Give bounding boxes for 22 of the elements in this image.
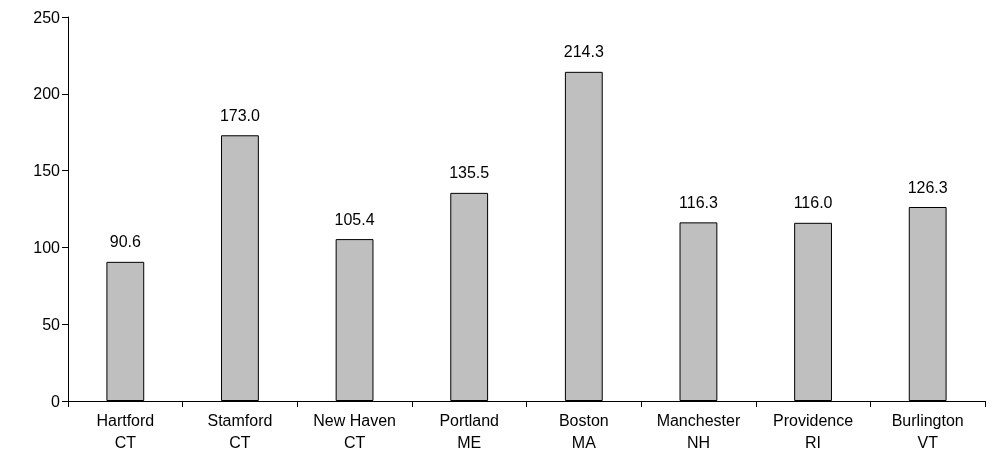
data-label: 116.3 [679, 193, 718, 211]
data-label: 214.3 [563, 43, 604, 61]
x-tick-label: Boston MA [558, 411, 609, 451]
y-tick-label: 100 [33, 238, 61, 256]
y-tick-label: 150 [33, 162, 61, 180]
x-tick-label: Providence RI [773, 411, 854, 451]
x-tick-label: Stamford CT [207, 411, 273, 451]
x-tick-label: Hartford CT [96, 411, 155, 451]
data-label: 135.5 [449, 164, 490, 182]
data-label: 90.6 [109, 233, 141, 251]
data-label: 173.0 [219, 106, 261, 124]
data-label: 105.4 [334, 210, 375, 228]
data-label: 126.3 [907, 178, 948, 196]
y-tick-label: 200 [33, 85, 61, 103]
x-tick-label: Manchester NH [656, 411, 741, 451]
y-tick-label: 250 [33, 8, 61, 26]
y-tick-label: 50 [42, 315, 61, 333]
y-tick-label: 0 [51, 392, 61, 410]
data-label: 116.0 [793, 194, 833, 212]
x-tick-label: Portland ME [439, 411, 499, 451]
x-tick-label: Burlington VT [891, 411, 964, 451]
x-tick-label: New Haven CT [313, 411, 396, 451]
